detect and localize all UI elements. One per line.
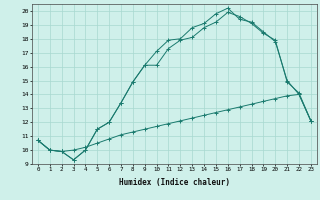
X-axis label: Humidex (Indice chaleur): Humidex (Indice chaleur): [119, 178, 230, 187]
